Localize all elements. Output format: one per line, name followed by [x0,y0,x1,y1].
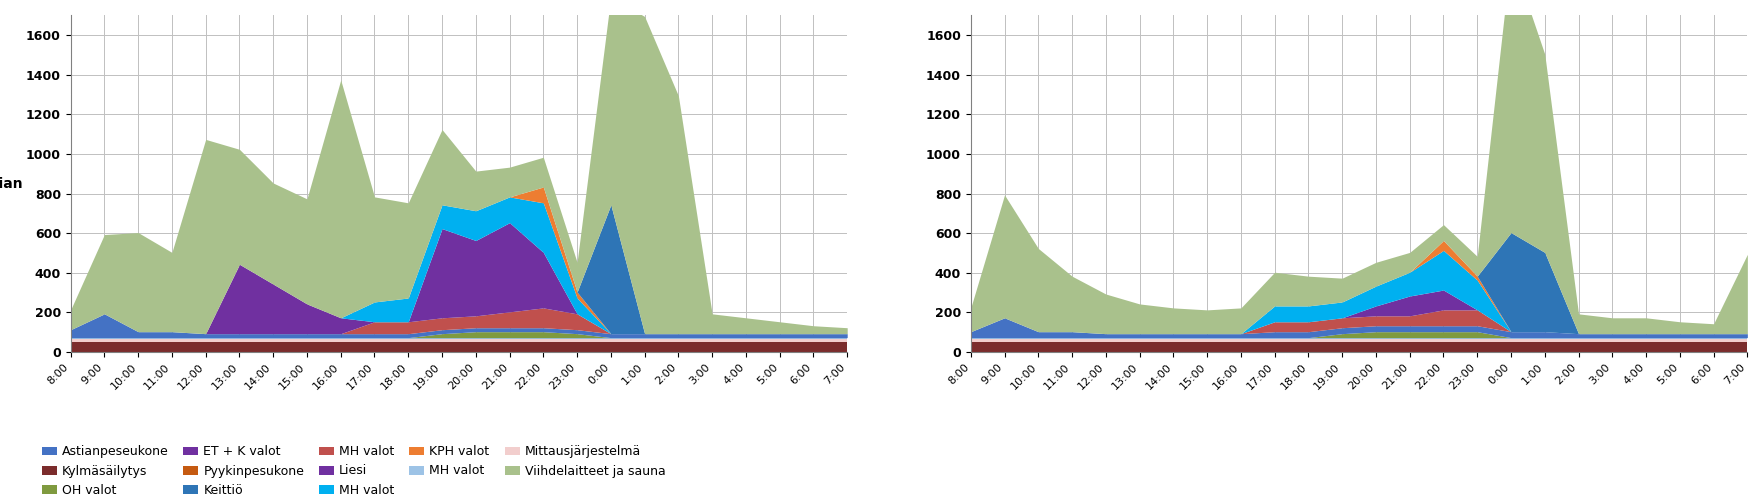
Y-axis label: Energian: Energian [0,177,23,191]
Legend: Astianpeseukone, Kylmäsäilytys, OH valot, ET + K valot, Pyykinpesukone, Keittiö,: Astianpeseukone, Kylmäsäilytys, OH valot… [42,445,665,497]
